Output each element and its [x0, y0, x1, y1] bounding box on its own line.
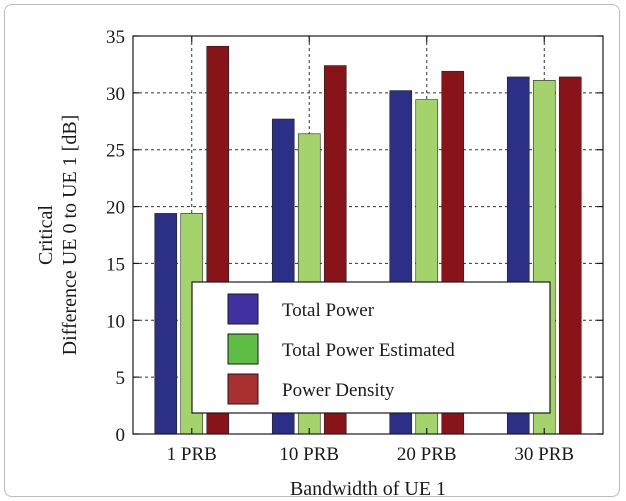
x-axis-label: Bandwidth of UE 1 — [290, 478, 446, 500]
legend: Total Power Total Power Estimated Power De… — [191, 281, 551, 414]
y-tick-label: 20 — [106, 198, 125, 219]
legend-label: Total Power Estimated — [282, 340, 455, 361]
y-tick-label: 10 — [106, 311, 125, 332]
legend-swatch — [227, 333, 259, 365]
x-tick-label: 1 PRB — [167, 444, 217, 465]
y-tick-label: 25 — [106, 141, 125, 162]
bar-power-density — [558, 76, 582, 435]
y-tick-label: 35 — [106, 27, 125, 48]
y-tick-label: 5 — [116, 368, 126, 389]
bar-total-power — [154, 213, 178, 435]
plot-area-border — [132, 35, 604, 435]
legend-label: Power Density — [282, 380, 395, 401]
x-tick-label: 20 PRB — [397, 444, 457, 465]
y-axis-label-line: Difference UE 0 to UE 1 [dB] — [59, 115, 81, 356]
y-axis-label-line: Critical — [35, 205, 57, 265]
y-axis-label: Critical Difference UE 0 to UE 1 [dB] — [35, 115, 81, 356]
legend-label: Total Power — [282, 300, 375, 321]
x-axis-ticks: 1 PRB 10 PRB 20 PRB 30 PRB — [167, 36, 574, 465]
y-tick-label: 15 — [106, 254, 125, 275]
legend-swatch — [227, 373, 259, 405]
y-tick-label: 30 — [106, 84, 125, 105]
y-tick-label: 0 — [116, 425, 126, 446]
legend-swatch — [227, 293, 259, 325]
x-tick-label: 30 PRB — [514, 444, 574, 465]
x-tick-label: 10 PRB — [279, 444, 339, 465]
y-axis-ticks: 0 5 10 15 20 25 30 35 — [106, 27, 603, 446]
